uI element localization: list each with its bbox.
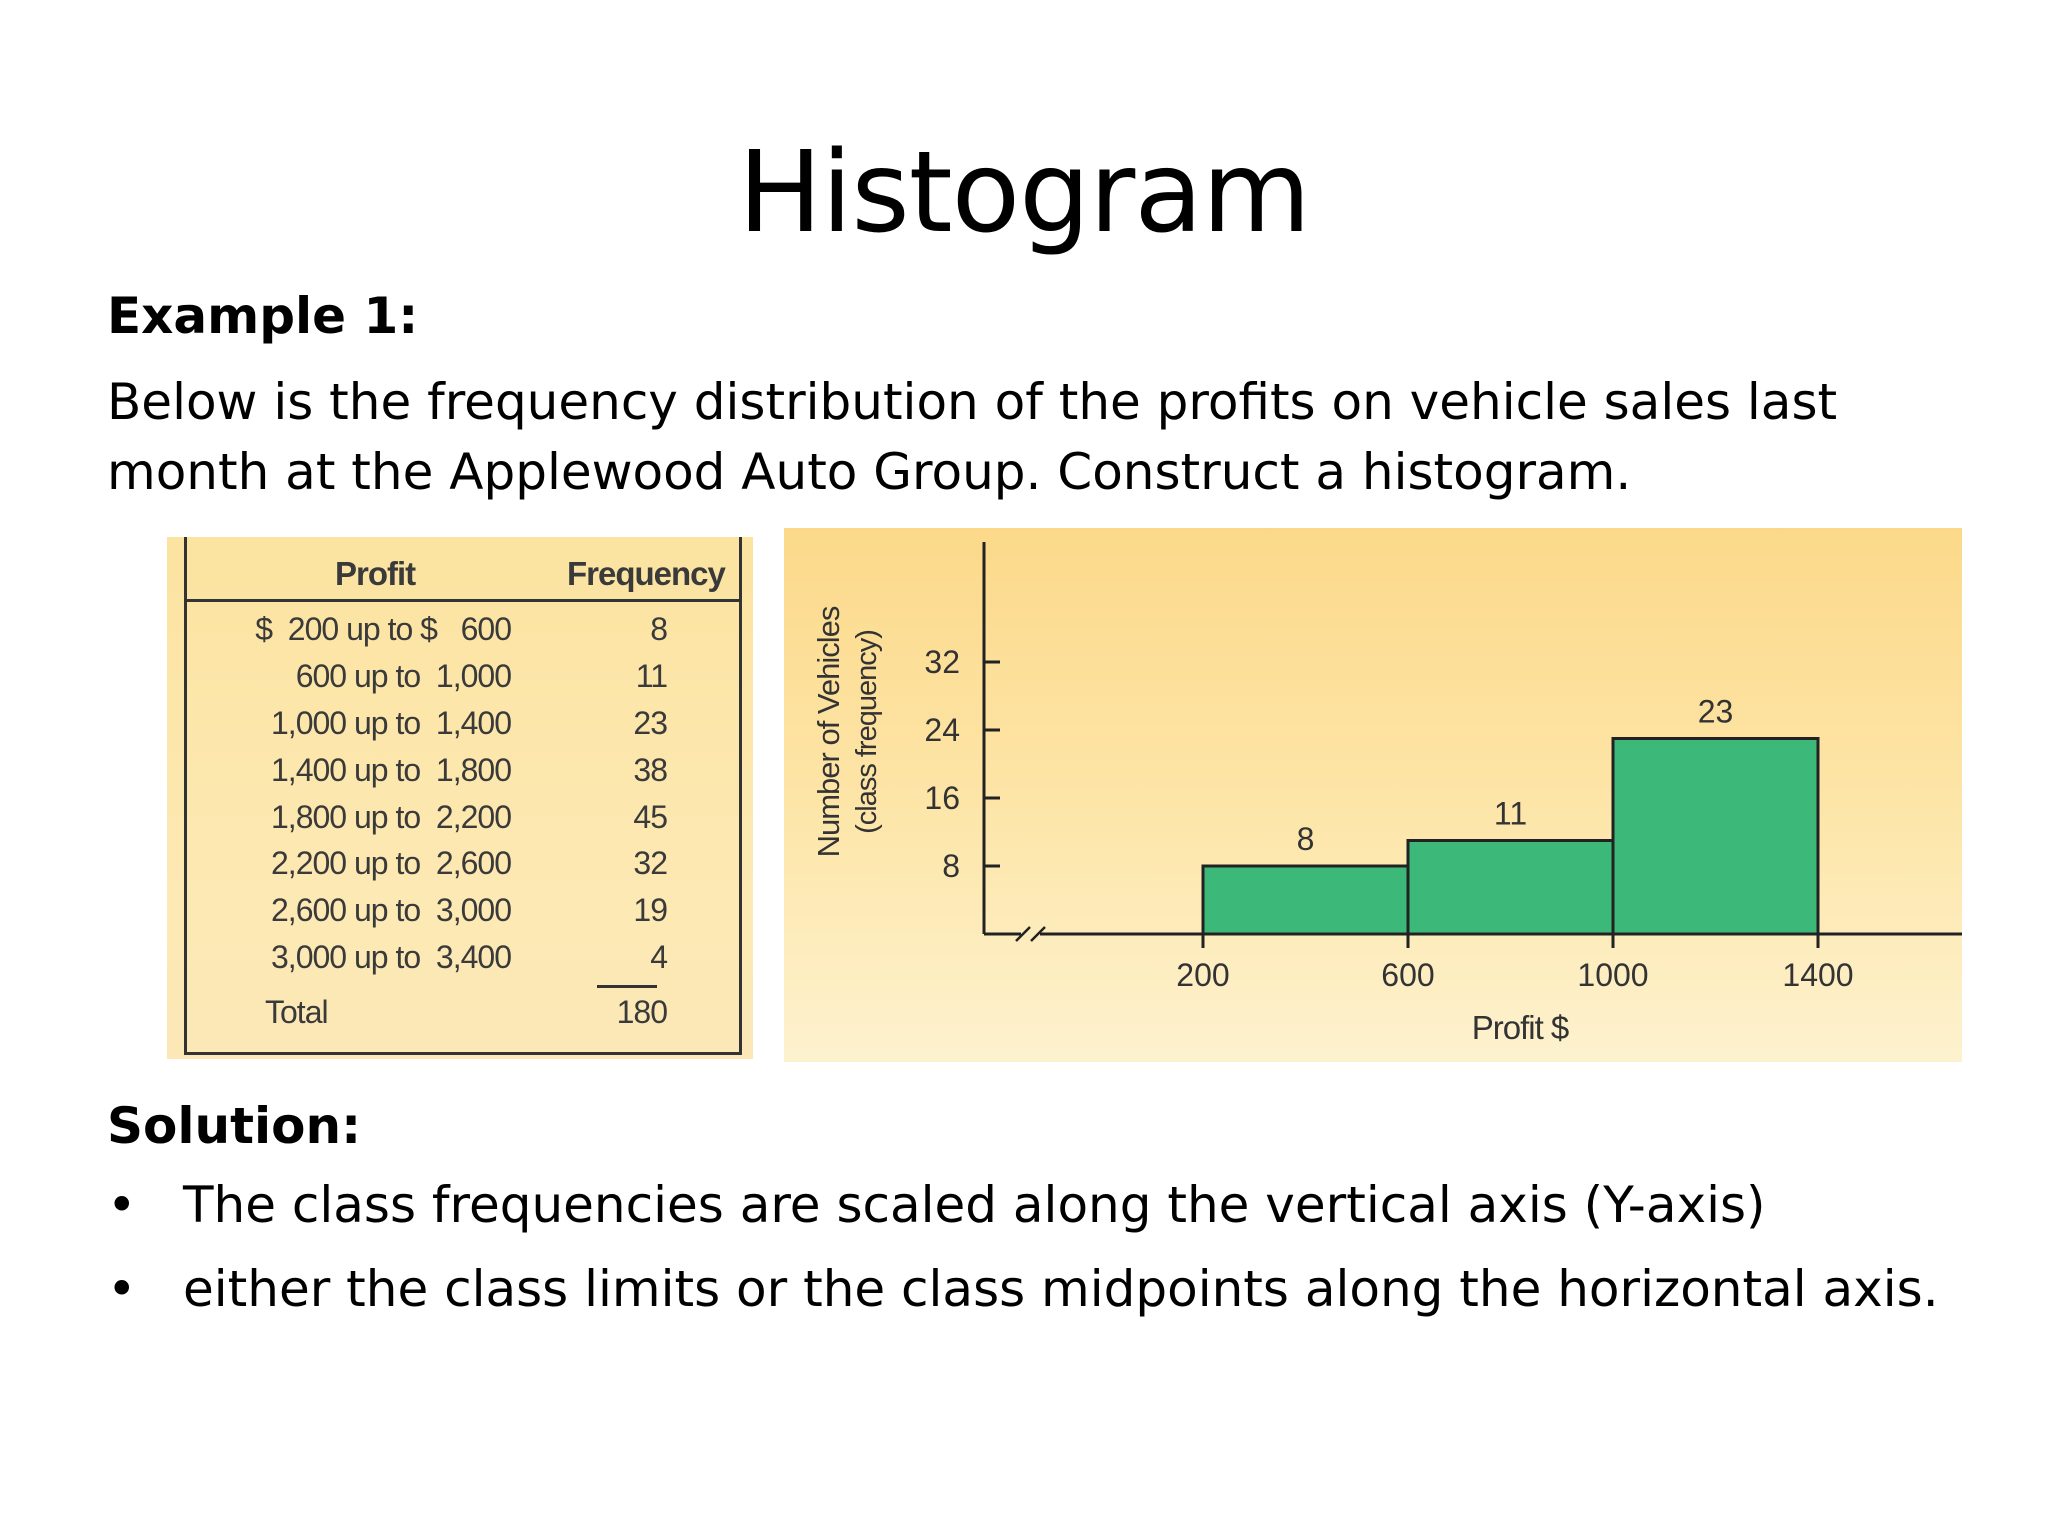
bullet-marker: • [107,1176,137,1234]
x-tick-label: 200 [1176,957,1229,993]
table-header-rule [187,599,739,602]
total-label: Total [265,994,329,1030]
axes-group [982,542,1962,948]
frequency-cell: 11 [635,658,668,694]
profit-range-cell: 1,800 up to 2,200 [271,799,512,835]
bullet-marker: • [107,1260,137,1318]
x-tick-label: 600 [1381,957,1434,993]
y-axis-label-line-1: Number of Vehicles [811,606,846,857]
table-row: $ 200 up to $ 600 8 [187,611,739,657]
bar-value-label: 23 [1698,694,1734,730]
x-tick-label: 1000 [1577,957,1648,993]
frequency-table: Profit Frequency $ 200 up to $ 600 8 600… [184,537,742,1055]
x-tick-label: 1400 [1782,957,1853,993]
profit-range-cell: 2,600 up to 3,000 [271,892,512,928]
bar-value-label: 11 [1494,796,1527,832]
y-axis-label-line-2: (class frequency) [851,630,883,834]
profit-range-cell: 1,400 up to 1,800 [271,752,512,788]
frequency-cell: 45 [633,799,668,835]
table-row: 3,000 up to 3,400 4 [187,939,739,985]
table-row: 1,800 up to 2,200 45 [187,799,739,845]
profit-range-cell: 2,200 up to 2,600 [271,845,512,881]
table-header-profit: Profit [335,555,416,592]
frequency-cell: 4 [650,939,668,975]
solution-heading: Solution: [107,1097,362,1155]
table-total-row: Total 180 [187,994,739,1040]
labels-group: 8 11 23 8 16 24 32 200 600 1000 1400 [924,644,1853,993]
frequency-cell: 38 [633,752,668,788]
table-row: 2,200 up to 2,600 32 [187,845,739,891]
y-tick-label: 16 [924,780,960,816]
histogram-bar [1406,839,1615,936]
frequency-cell: 8 [650,611,668,647]
total-value: 180 [616,994,668,1030]
example-heading: Example 1: [107,287,419,345]
table-row: 1,400 up to 1,800 38 [187,752,739,798]
y-tick-label: 8 [942,848,960,884]
table-header-frequency: Frequency [567,555,726,592]
histogram-bar [1611,737,1820,936]
profit-range-cell: 1,000 up to 1,400 [271,705,512,741]
axis-break-mark [1015,926,1046,942]
bullet-text: either the class limits or the class mid… [183,1260,1939,1318]
bullet-text: The class frequencies are scaled along t… [183,1176,1766,1234]
table-row: 1,000 up to 1,400 23 [187,705,739,751]
table-row: 2,600 up to 3,000 19 [187,892,739,938]
x-axis-label: Profit $ [1472,1009,1569,1046]
profit-range-cell: $ 200 up to $ 600 [255,611,512,647]
profit-range-cell: 600 up to 1,000 [295,658,512,694]
frequency-cell: 23 [633,705,668,741]
total-sum-rule [597,985,657,988]
profit-range-cell: 3,000 up to 3,400 [271,939,512,975]
frequency-cell: 19 [633,892,668,928]
histogram-panel: 8 11 23 8 16 24 32 200 600 1000 1400 Number of Veh… [784,528,1962,1062]
bars-group [1201,737,1820,936]
frequency-table-panel: Profit Frequency $ 200 up to $ 600 8 600… [167,537,753,1059]
slide-title: Histogram [738,128,1311,258]
frequency-cell: 32 [633,845,668,881]
histogram-bar [1201,864,1410,936]
histogram-chart: 8 11 23 8 16 24 32 200 600 1000 1400 Number of Veh… [811,542,1962,1046]
table-row: 600 up to 1,000 11 [187,658,739,704]
y-tick-label: 24 [924,712,960,748]
bar-value-label: 8 [1297,821,1315,857]
example-description: Below is the frequency distribution of t… [107,373,1838,501]
y-tick-label: 32 [924,644,960,680]
